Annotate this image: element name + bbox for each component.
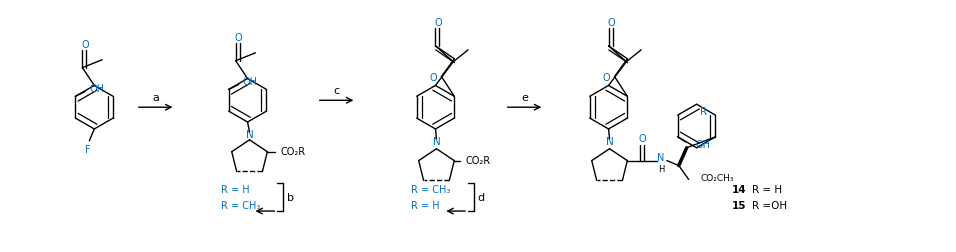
Text: F: F <box>84 144 90 154</box>
Text: R = CH₃: R = CH₃ <box>411 184 450 195</box>
Text: CO₂R: CO₂R <box>280 146 306 156</box>
Text: N: N <box>246 129 253 139</box>
Text: R =OH: R =OH <box>752 200 787 210</box>
Text: O: O <box>235 33 243 43</box>
Text: R = H: R = H <box>752 184 782 195</box>
Text: e: e <box>521 93 528 103</box>
Text: CO₂R: CO₂R <box>466 155 490 165</box>
Text: R = H: R = H <box>411 200 440 210</box>
Text: O: O <box>603 72 611 82</box>
Text: O: O <box>430 72 437 82</box>
Text: d: d <box>477 193 485 202</box>
Text: a: a <box>152 93 159 103</box>
Text: N: N <box>658 152 664 162</box>
Text: O: O <box>608 18 616 28</box>
Text: c: c <box>334 86 339 96</box>
Text: OH: OH <box>90 84 104 94</box>
Text: OH: OH <box>243 77 258 87</box>
Text: O: O <box>639 133 646 143</box>
Text: N: N <box>606 136 614 146</box>
Text: R: R <box>700 107 707 117</box>
Text: 14: 14 <box>732 184 747 195</box>
Text: CO₂CH₃: CO₂CH₃ <box>701 173 734 182</box>
Text: b: b <box>287 193 293 202</box>
Text: N: N <box>432 136 441 146</box>
Text: O: O <box>435 18 443 28</box>
Text: O: O <box>81 40 89 50</box>
Text: 15: 15 <box>732 200 747 210</box>
Text: OH: OH <box>696 139 710 149</box>
Text: H: H <box>658 164 664 173</box>
Text: R = H: R = H <box>221 184 250 195</box>
Text: R = CH₃: R = CH₃ <box>221 200 260 210</box>
